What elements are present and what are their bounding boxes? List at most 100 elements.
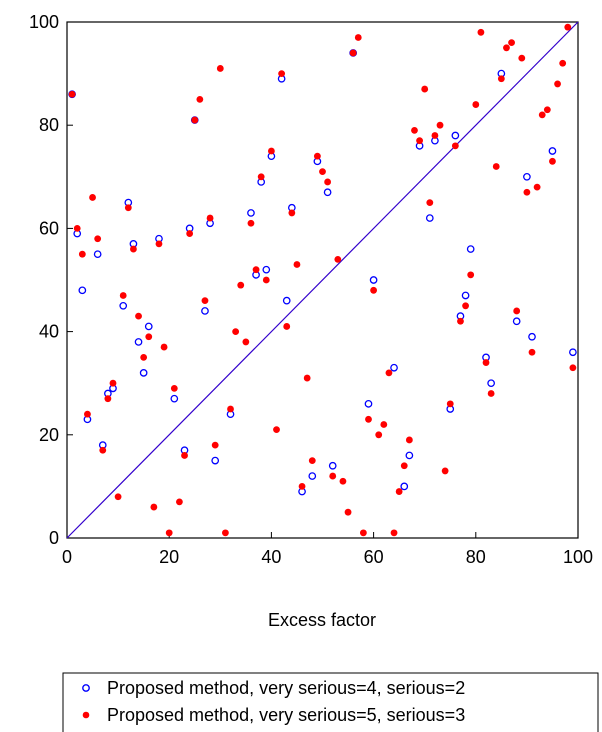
data-point-filled-dot — [206, 214, 214, 222]
data-point-filled-dot — [451, 142, 459, 150]
data-point-filled-dot — [349, 49, 357, 57]
data-point-filled-dot — [227, 405, 234, 413]
data-point-filled-dot — [232, 328, 240, 335]
x-axis-title: Excess factor — [268, 610, 376, 630]
data-point-filled-dot — [186, 230, 194, 237]
data-point-filled-dot — [252, 266, 260, 274]
data-point-filled-dot — [84, 410, 91, 418]
legend-label-series-2: Proposed method, very serious=5, serious… — [107, 705, 465, 725]
data-point-filled-dot — [262, 276, 270, 284]
data-point-open-circle — [93, 250, 102, 259]
data-point-open-circle — [512, 317, 521, 326]
data-point-filled-dot — [170, 384, 178, 392]
data-point-open-circle — [144, 322, 153, 331]
data-point-filled-dot — [405, 436, 413, 444]
data-point-filled-dot — [298, 483, 306, 490]
data-point-filled-dot — [380, 421, 388, 428]
data-point-open-circle — [569, 348, 577, 357]
data-point-open-circle — [548, 147, 557, 155]
y-tick-label: 60 — [39, 218, 59, 238]
data-point-filled-dot — [400, 462, 408, 470]
data-point-filled-dot — [359, 529, 367, 537]
data-point-filled-dot — [155, 240, 163, 248]
data-point-filled-dot — [411, 126, 418, 134]
data-point-filled-dot — [135, 312, 142, 320]
data-point-open-circle — [425, 214, 434, 222]
data-point-open-circle — [523, 172, 531, 181]
legend: Proposed method, very serious=4, serious… — [62, 672, 599, 732]
data-point-filled-dot — [165, 529, 173, 537]
data-point-open-circle — [139, 369, 148, 377]
data-point-filled-dot — [89, 194, 96, 201]
x-tick-label: 40 — [261, 547, 281, 567]
data-point-filled-dot — [68, 90, 76, 98]
x-tick-label: 60 — [364, 547, 384, 567]
data-point-filled-dot — [564, 23, 572, 31]
data-point-filled-dot — [293, 261, 301, 268]
data-point-filled-dot — [308, 457, 316, 464]
data-point-filled-dot — [273, 426, 280, 434]
legend-label-series-1: Proposed method, very serious=4, serious… — [107, 678, 465, 698]
data-point-filled-dot — [538, 111, 546, 119]
data-point-filled-dot — [140, 354, 148, 361]
data-point-filled-dot — [436, 121, 444, 129]
y-tick-label: 0 — [49, 528, 59, 548]
data-point-filled-dot — [329, 472, 337, 480]
x-tick-label: 100 — [563, 547, 593, 567]
data-point-filled-dot — [385, 369, 393, 377]
data-point-filled-dot — [160, 343, 168, 351]
data-point-filled-dot — [426, 199, 434, 207]
data-point-open-circle — [390, 363, 398, 372]
data-point-filled-dot — [124, 204, 132, 212]
x-tick-label: 20 — [159, 547, 179, 567]
data-point-filled-dot — [278, 70, 286, 77]
data-point-filled-dot — [283, 323, 291, 330]
data-point-filled-dot — [472, 101, 480, 108]
y-tick-label: 80 — [39, 115, 59, 135]
data-point-open-circle — [487, 379, 495, 388]
data-point-filled-dot — [554, 80, 561, 88]
data-point-open-circle — [201, 307, 209, 315]
data-point-filled-dot — [365, 415, 372, 423]
data-point-filled-dot — [78, 250, 86, 258]
data-point-filled-dot — [313, 152, 321, 160]
data-point-open-circle — [364, 399, 373, 408]
data-point-filled-dot — [222, 529, 229, 537]
data-point-filled-dot — [130, 245, 137, 253]
data-point-filled-dot — [247, 219, 255, 227]
data-point-filled-dot — [395, 488, 403, 495]
data-point-filled-dot — [237, 281, 245, 289]
data-point-filled-dot — [569, 364, 577, 372]
data-point-filled-dot — [518, 54, 526, 62]
plot-frame — [66, 21, 579, 539]
y-tick-label: 100 — [29, 12, 59, 32]
diagonal-reference-line — [66, 21, 579, 539]
legend-marker-open-circle — [82, 684, 90, 692]
data-point-filled-dot — [114, 493, 122, 501]
data-point-open-circle — [405, 451, 414, 460]
axis-ticks: 0 20 40 60 80 100 0 20 40 60 80 100 — [29, 12, 593, 567]
data-point-filled-dot — [477, 28, 485, 36]
data-point-filled-dot — [73, 225, 81, 232]
data-point-filled-dot — [216, 65, 224, 72]
legend-box — [62, 672, 599, 732]
data-point-filled-dot — [257, 173, 265, 181]
data-point-filled-dot — [390, 529, 398, 537]
data-point-filled-dot — [462, 302, 469, 310]
data-point-open-circle — [78, 286, 87, 295]
data-point-filled-dot — [104, 395, 112, 403]
data-point-filled-dot — [344, 508, 352, 516]
data-point-filled-dot — [119, 292, 127, 299]
data-point-open-circle — [461, 291, 470, 300]
series-2 — [68, 23, 577, 537]
data-point-filled-dot — [543, 106, 551, 114]
data-point-filled-dot — [303, 374, 311, 382]
data-point-filled-dot — [196, 96, 204, 103]
data-point-filled-dot — [339, 477, 347, 485]
data-point-open-circle — [308, 472, 317, 480]
data-point-filled-dot — [416, 137, 423, 145]
data-point-open-circle — [328, 461, 337, 470]
data-point-filled-dot — [503, 44, 510, 52]
data-point-open-circle — [262, 265, 271, 274]
